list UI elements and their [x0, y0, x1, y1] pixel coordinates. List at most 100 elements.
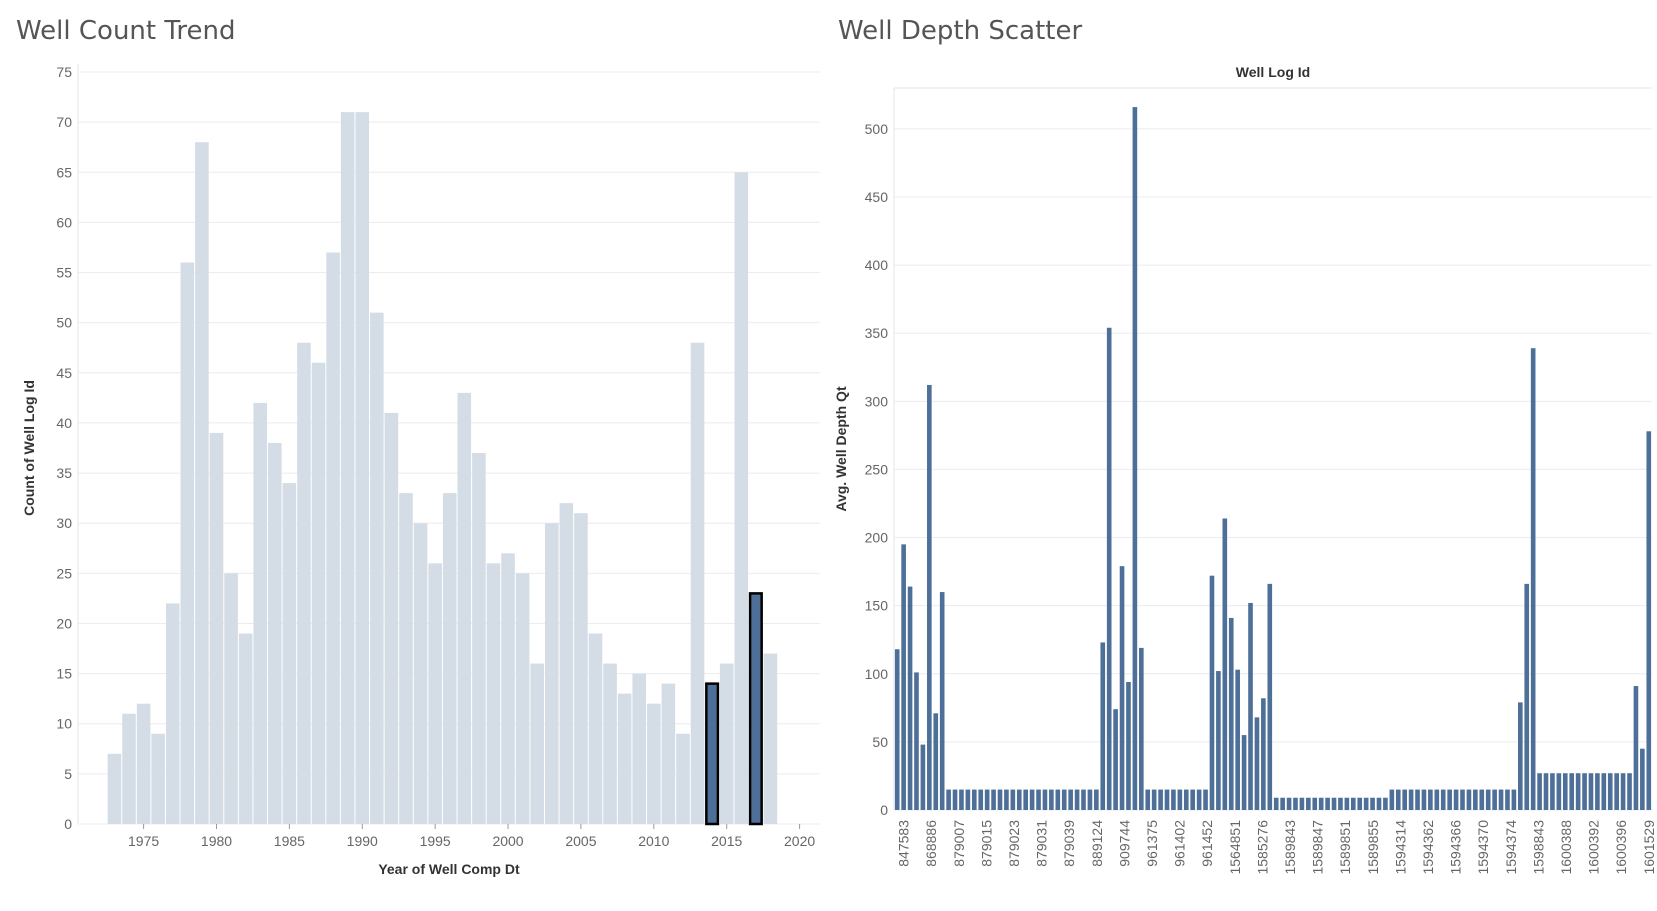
bar [1351, 798, 1356, 810]
bar [399, 493, 413, 824]
bar [908, 587, 913, 810]
well-count-trend-chart: 0 5 10 15 20 25 30 35 40 45 50 55 60 65 70 75 1975 1980 19… [21, 64, 820, 877]
bar [1068, 790, 1073, 810]
bar [1479, 790, 1484, 810]
bar [959, 790, 964, 810]
bar [1492, 790, 1497, 810]
x-tick-label: 1589847 [1310, 820, 1326, 875]
bar [239, 633, 253, 824]
bar [1646, 431, 1651, 810]
x-tick-label: 1594370 [1475, 820, 1491, 875]
bar [1409, 790, 1414, 810]
x-tick-label: 1985 [274, 833, 305, 849]
bar [1145, 790, 1150, 810]
bar [1171, 790, 1176, 810]
bar [1248, 603, 1253, 810]
x-tick-label: 961402 [1172, 820, 1188, 867]
bar [1441, 790, 1446, 810]
bar [1518, 702, 1523, 810]
x-tick-label: 1990 [347, 833, 378, 849]
bar [603, 664, 617, 824]
bar [1422, 790, 1427, 810]
y-axis-title: Avg. Well Depth Qt [833, 386, 849, 512]
bar [1139, 648, 1144, 810]
bar [1152, 790, 1157, 810]
bar [268, 443, 282, 824]
x-tick-label: 961375 [1144, 820, 1160, 867]
y-tick-label: 25 [56, 565, 72, 581]
y-tick-label: 350 [865, 325, 889, 341]
x-tick-label: 1594314 [1392, 820, 1408, 875]
bar [927, 385, 932, 810]
x-tick-label: 1995 [420, 833, 451, 849]
bar [1261, 698, 1266, 810]
bar [1190, 790, 1195, 810]
bar [1242, 735, 1247, 810]
bar [1120, 566, 1125, 810]
bar [1345, 798, 1350, 810]
bar [632, 674, 646, 824]
bar [1043, 790, 1048, 810]
bar [1004, 790, 1009, 810]
y-tick-label: 250 [865, 461, 889, 477]
y-tick-label: 5 [64, 766, 72, 782]
x-tick-label: 879007 [951, 820, 967, 867]
x-tick-label: 1594362 [1420, 820, 1436, 875]
bar [1133, 107, 1138, 810]
bar [312, 363, 326, 824]
x-tick-label: 1564851 [1227, 820, 1243, 875]
bar [991, 790, 996, 810]
bar [1300, 798, 1305, 810]
bar [501, 553, 515, 824]
bar [1370, 798, 1375, 810]
bar [428, 563, 442, 824]
bar [1338, 798, 1343, 810]
x-tick-label: 1980 [201, 833, 232, 849]
bar [978, 790, 983, 810]
bar [662, 684, 676, 824]
y-tick-label: 20 [56, 615, 72, 631]
y-tick-label: 450 [865, 189, 889, 205]
y-tick-label: 50 [872, 734, 888, 750]
bar [618, 694, 632, 824]
bar [560, 503, 574, 824]
bar [1267, 584, 1272, 810]
bar [998, 790, 1003, 810]
bar [1306, 798, 1311, 810]
bar [472, 453, 486, 824]
y-tick-label: 200 [865, 530, 889, 546]
bar [734, 172, 748, 824]
bar [443, 493, 457, 824]
bar [1036, 790, 1041, 810]
bar [953, 790, 958, 810]
bar [1332, 798, 1337, 810]
bar [166, 603, 180, 824]
bar [1030, 790, 1035, 810]
x-axis-title: Year of Well Comp Dt [378, 861, 520, 877]
highlighted-bar [750, 593, 762, 824]
bar [1274, 798, 1279, 810]
bar [1467, 790, 1472, 810]
bar [210, 433, 224, 824]
bar [458, 393, 472, 824]
y-tick-label: 0 [64, 816, 72, 832]
bar [1158, 790, 1163, 810]
bar [895, 649, 900, 810]
x-tick-label: 879031 [1034, 820, 1050, 867]
bar [181, 263, 195, 824]
y-tick-label: 10 [56, 716, 72, 732]
bar [487, 563, 501, 824]
bar [1569, 773, 1574, 810]
bar [1081, 790, 1086, 810]
bar [1396, 790, 1401, 810]
bar [1113, 709, 1118, 810]
y-tick-label: 35 [56, 465, 72, 481]
bar [283, 483, 297, 824]
bar [122, 714, 136, 824]
bar [1049, 790, 1054, 810]
bar [1454, 790, 1459, 810]
bar [1634, 686, 1639, 810]
bar [1287, 798, 1292, 810]
x-tick-label: 879023 [1006, 820, 1022, 867]
bar [195, 142, 209, 824]
